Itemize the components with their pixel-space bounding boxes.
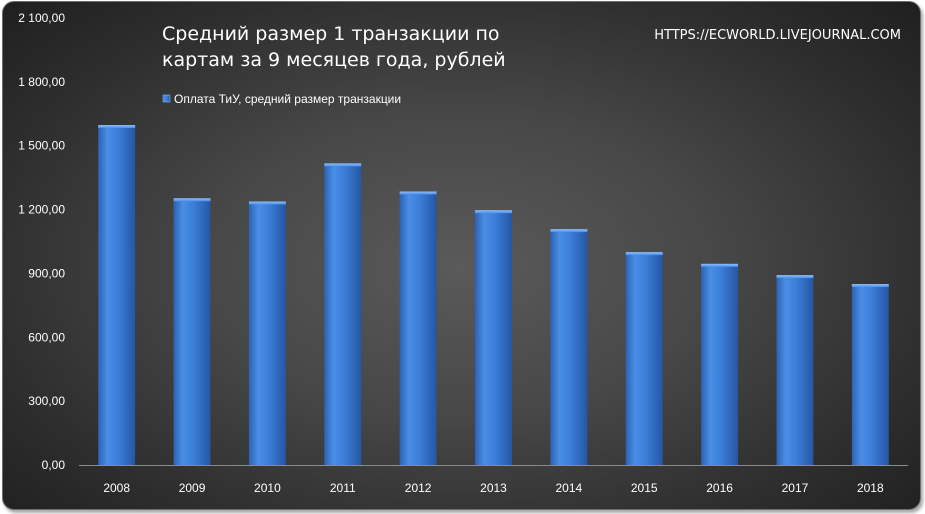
x-tick-label: 2013	[480, 481, 507, 495]
x-tick-label: 2012	[405, 481, 432, 495]
bar-2015	[625, 252, 663, 465]
bar-highlight	[399, 191, 437, 195]
chart-title-line-1: Средний размер 1 транзакции по	[162, 23, 500, 45]
bar-highlight	[173, 198, 211, 202]
bar	[248, 201, 286, 466]
x-tick-label: 2010	[254, 481, 281, 495]
bar	[173, 198, 211, 466]
y-tick-label: 1 500,00	[18, 139, 65, 153]
bar-chart: 0,00 300,00 600,00 900,00 1 200,00 1 500,00 1 …	[18, 11, 908, 495]
x-tick-label: 2018	[857, 481, 884, 495]
chart-title-line-2: картам за 9 месяцев года, рублей	[162, 49, 506, 71]
bar-highlight	[475, 210, 512, 214]
bar-2008	[98, 125, 136, 466]
y-axis-labels: 0,00 300,00 600,00 900,00 1 200,00 1 500,00 1 …	[18, 11, 65, 472]
bar-highlight	[776, 275, 814, 279]
bar-highlight	[324, 163, 362, 167]
x-tick-label: 2011	[330, 481, 356, 495]
bar	[399, 191, 437, 465]
y-tick-label: 1 800,00	[18, 75, 65, 89]
x-axis-labels: 2008 2009 2010 2011 2012 2013 2014 2015 2016 2017…	[103, 481, 884, 495]
bar	[851, 284, 889, 465]
bar-2016	[701, 263, 739, 465]
bar	[550, 229, 588, 465]
bar	[701, 263, 739, 465]
bar	[776, 275, 814, 465]
bar-2017	[776, 275, 814, 465]
bar	[324, 163, 362, 466]
bar-highlight	[701, 263, 739, 267]
x-tick-label: 2017	[782, 481, 809, 495]
bar	[475, 210, 512, 465]
x-tick-label: 2014	[556, 481, 583, 495]
bar-2018	[851, 284, 889, 465]
x-tick-label: 2008	[103, 481, 130, 495]
bar-highlight	[248, 201, 286, 205]
bar	[625, 252, 663, 465]
bar-2010	[248, 201, 286, 466]
bars-group	[98, 125, 889, 466]
y-tick-label: 1 200,00	[18, 203, 65, 217]
y-tick-label: 300,00	[28, 394, 65, 408]
bar-2013	[475, 210, 512, 465]
legend-swatch	[162, 94, 171, 103]
bar-highlight	[550, 229, 588, 233]
legend-label: Оплата ТиУ, средний размер транзакции	[174, 92, 401, 106]
y-tick-label: 900,00	[28, 266, 65, 280]
bar-2009	[173, 198, 211, 466]
bar-2014	[550, 229, 588, 465]
bar-highlight	[98, 125, 136, 129]
bar-highlight	[851, 284, 889, 288]
bar-2011	[324, 163, 362, 466]
x-tick-label: 2016	[706, 481, 733, 495]
bar	[98, 125, 136, 466]
bar-2012	[399, 191, 437, 465]
x-tick-label: 2009	[179, 481, 206, 495]
y-tick-label: 600,00	[28, 330, 65, 344]
y-tick-label: 2 100,00	[18, 11, 65, 25]
legend: Оплата ТиУ, средний размер транзакции	[162, 92, 401, 106]
y-tick-label: 0,00	[42, 458, 66, 472]
source-label: HTTPS://ECWORLD.LIVEJOURNAL.COM	[654, 28, 901, 43]
bar-highlight	[625, 252, 663, 256]
x-tick-label: 2015	[631, 481, 658, 495]
